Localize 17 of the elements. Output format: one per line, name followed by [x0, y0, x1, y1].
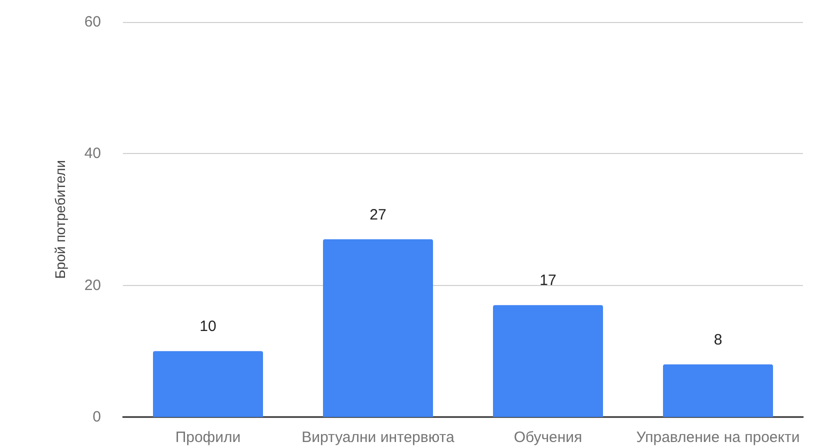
data-label: 27: [370, 206, 386, 224]
y-axis-title: Брой потребители: [52, 160, 68, 279]
bar: [663, 364, 773, 417]
y-tick-label: 0: [92, 408, 101, 426]
y-tick-label: 20: [84, 276, 101, 294]
y-tick-label: 60: [84, 14, 101, 30]
x-tick-label: Управление на проекти: [636, 429, 800, 446]
data-label: 17: [540, 272, 556, 290]
x-tick-label: Виртуални интервюта: [302, 429, 455, 446]
bar: [153, 351, 263, 417]
data-label: 10: [200, 318, 216, 336]
y-tick-label: 40: [84, 145, 101, 162]
bar: [323, 239, 433, 417]
bar: [493, 305, 603, 417]
x-tick-label: Обучения: [514, 429, 582, 446]
x-tick-label: Профили: [175, 429, 241, 446]
data-label: 8: [714, 331, 722, 348]
